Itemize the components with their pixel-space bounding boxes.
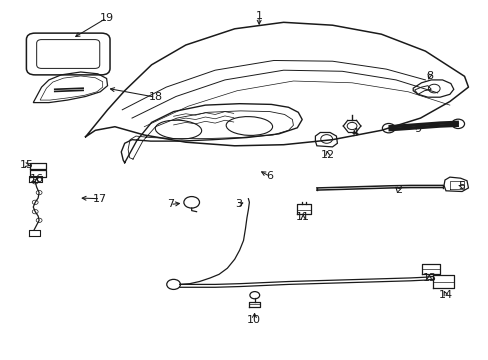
- Text: 3: 3: [235, 199, 242, 210]
- Text: 10: 10: [247, 315, 261, 325]
- Text: 8: 8: [425, 71, 432, 81]
- Text: 4: 4: [351, 128, 358, 138]
- Text: 2: 2: [394, 185, 401, 195]
- Text: 11: 11: [296, 212, 309, 222]
- Text: 6: 6: [266, 171, 273, 181]
- Text: 5: 5: [458, 181, 465, 192]
- Text: 16: 16: [30, 174, 43, 184]
- Text: 14: 14: [438, 290, 452, 300]
- Text: 18: 18: [148, 92, 162, 102]
- Text: 12: 12: [320, 150, 334, 160]
- Text: 9: 9: [414, 124, 421, 134]
- Text: 13: 13: [422, 273, 435, 283]
- Text: 15: 15: [20, 160, 34, 170]
- Text: 17: 17: [93, 194, 107, 204]
- Text: 19: 19: [100, 13, 113, 23]
- Text: 1: 1: [255, 11, 262, 21]
- Text: 7: 7: [166, 199, 173, 210]
